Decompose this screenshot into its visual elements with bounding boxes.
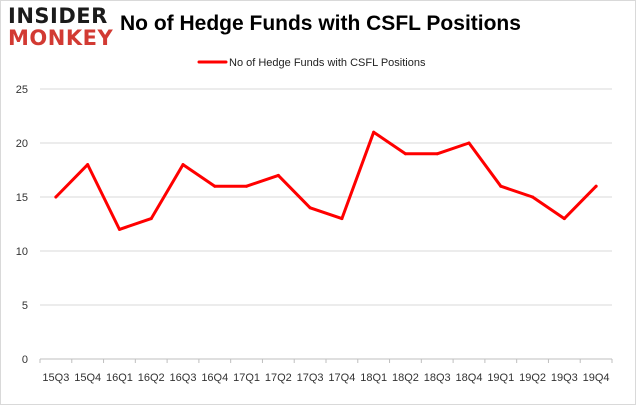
data-point: [562, 217, 566, 221]
x-tick-label: 17Q2: [265, 372, 292, 384]
data-point: [181, 163, 185, 167]
x-tick-label: 16Q3: [170, 372, 197, 384]
x-tick-label: 18Q4: [456, 372, 483, 384]
chart-title: No of Hedge Funds with CSFL Positions: [120, 12, 521, 35]
data-point: [531, 195, 535, 199]
y-tick-label: 25: [16, 84, 28, 96]
data-point: [149, 217, 153, 221]
x-tick-label: 15Q3: [42, 372, 69, 384]
x-tick-label: 18Q3: [424, 372, 451, 384]
data-point: [372, 130, 376, 134]
data-point: [54, 195, 58, 199]
x-tick-label: 18Q1: [360, 372, 387, 384]
x-tick-label: 17Q3: [297, 372, 324, 384]
y-tick-label: 0: [22, 354, 28, 366]
data-point: [594, 184, 598, 188]
y-tick-label: 15: [16, 192, 28, 204]
data-point: [435, 152, 439, 156]
x-tick-label: 16Q1: [106, 372, 133, 384]
data-point: [499, 184, 503, 188]
x-tick-label: 17Q1: [233, 372, 260, 384]
data-point: [308, 206, 312, 210]
data-point: [86, 163, 90, 167]
y-tick-label: 10: [16, 246, 28, 258]
y-tick-label: 5: [22, 300, 28, 312]
data-point: [276, 173, 280, 177]
x-tick-label: 19Q4: [583, 372, 610, 384]
data-point: [117, 227, 121, 231]
insider-monkey-logo: INSIDER MONKEY: [8, 6, 113, 49]
data-point: [340, 217, 344, 221]
x-tick-label: 17Q4: [328, 372, 355, 384]
legend-label: No of Hedge Funds with CSFL Positions: [229, 57, 426, 69]
x-tick-label: 16Q4: [201, 372, 228, 384]
x-tick-label: 19Q2: [519, 372, 546, 384]
x-tick-label: 18Q2: [392, 372, 419, 384]
data-point: [467, 141, 471, 145]
data-point: [403, 152, 407, 156]
x-tick-label: 16Q2: [138, 372, 165, 384]
y-tick-label: 20: [16, 138, 28, 150]
series-line: [54, 130, 598, 231]
data-point: [213, 184, 217, 188]
logo-line-2: MONKEY: [8, 26, 114, 50]
x-tick-label: 19Q3: [551, 372, 578, 384]
data-point: [245, 184, 249, 188]
x-tick-label: 15Q4: [74, 372, 101, 384]
x-tick-label: 19Q1: [487, 372, 514, 384]
logo-line-1: INSIDER: [8, 4, 108, 28]
